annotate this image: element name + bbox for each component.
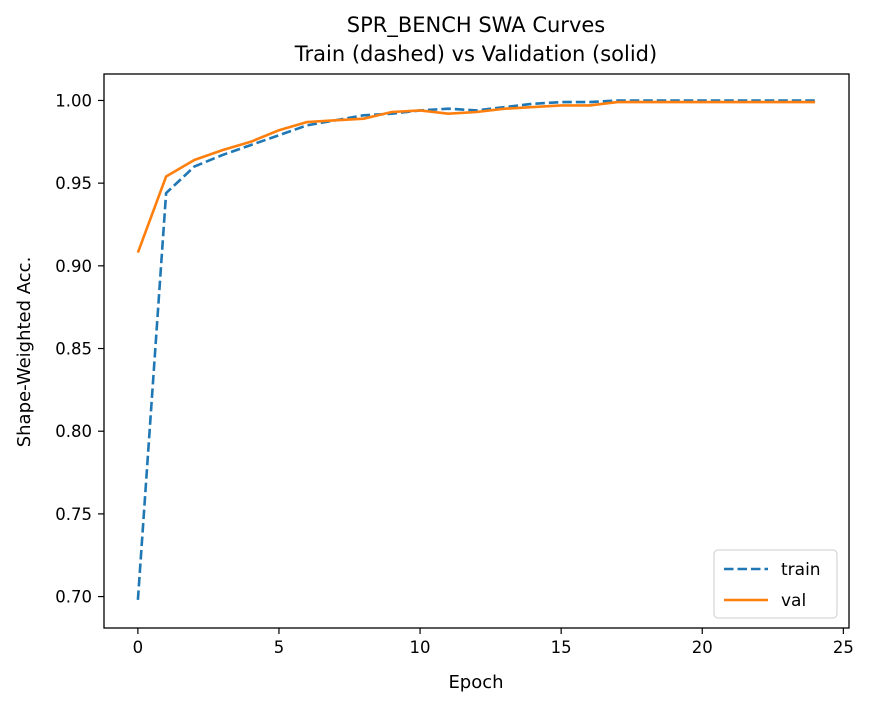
y-tick-label: 0.70 — [55, 588, 92, 607]
series-line-train — [136, 99, 816, 600]
y-axis-label: Shape-Weighted Acc. — [14, 257, 35, 448]
plot-lines — [136, 99, 816, 600]
axes: 0 5 10 15 20 25 0.70 0.75 0.80 0.85 0.90 0.95 1.00 — [55, 73, 854, 657]
legend-train-label: train — [781, 560, 821, 580]
x-tick-label: 25 — [833, 638, 854, 657]
x-axis-label: Epoch — [448, 672, 503, 693]
chart-title: SPR_BENCH SWA Curves — [347, 13, 605, 38]
x-tick-label: 15 — [551, 638, 572, 657]
y-tick-label: 0.80 — [55, 422, 92, 441]
y-tick-label: 0.90 — [55, 257, 92, 276]
x-tick-label: 0 — [133, 638, 144, 657]
plot-frame — [103, 73, 850, 629]
legend-val-label: val — [781, 591, 806, 611]
chart-subtitle: Train (dashed) vs Validation (solid) — [294, 42, 657, 66]
y-tick-label: 0.85 — [55, 340, 92, 359]
y-tick-label: 0.95 — [55, 174, 92, 193]
x-tick-label: 5 — [274, 638, 285, 657]
series-line-val — [136, 100, 816, 254]
y-tick-label: 1.00 — [55, 91, 92, 110]
y-tick-label: 0.75 — [55, 505, 92, 524]
legend: train val — [713, 549, 838, 619]
x-tick-label: 20 — [692, 638, 713, 657]
x-tick-label: 10 — [410, 638, 431, 657]
